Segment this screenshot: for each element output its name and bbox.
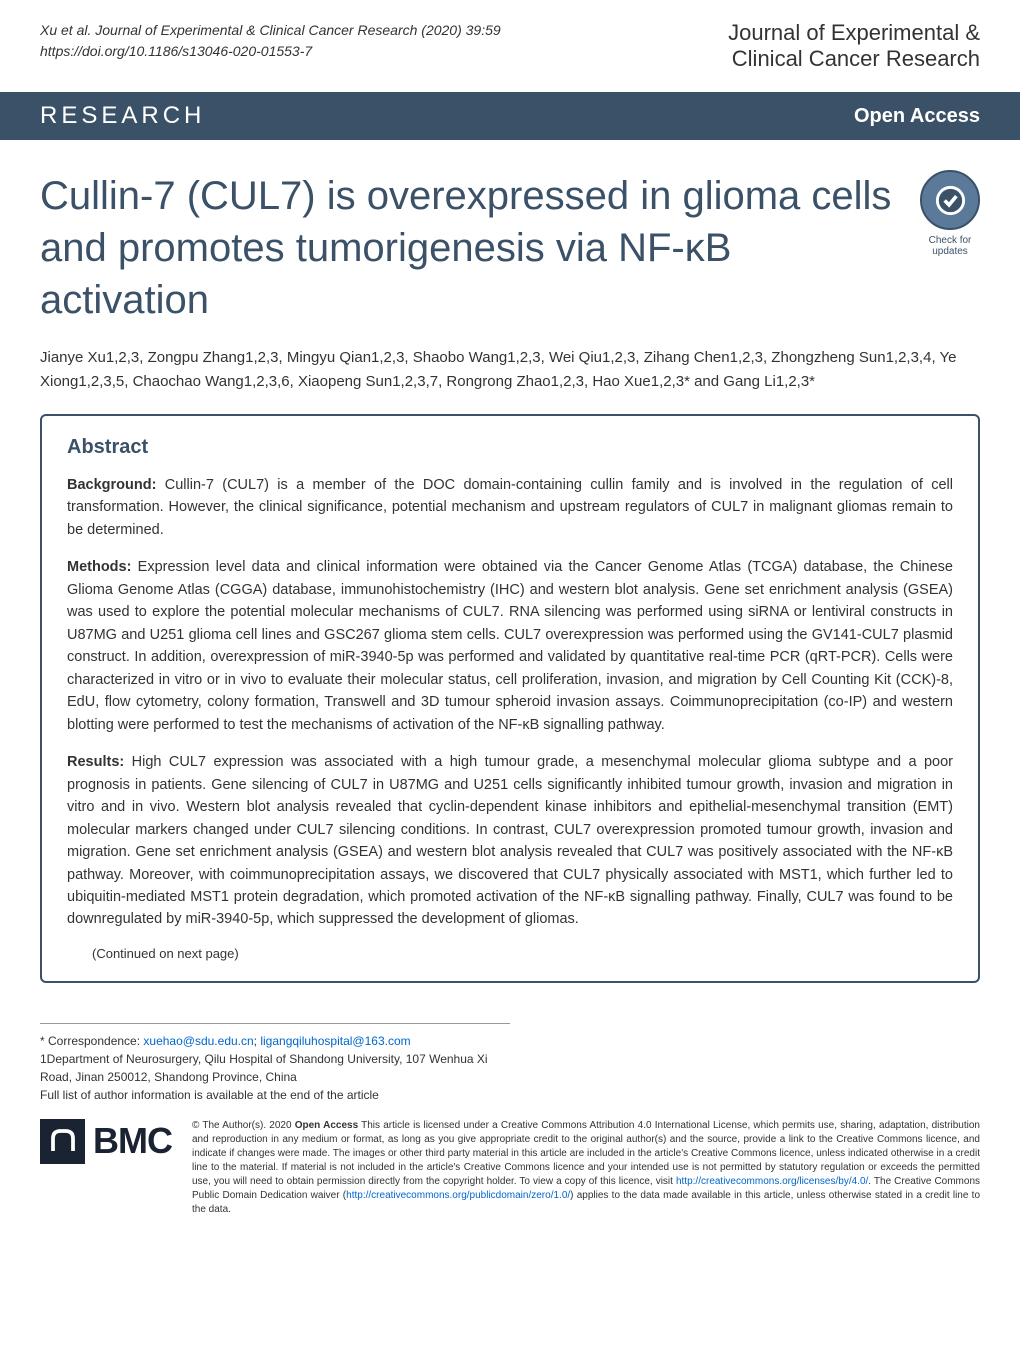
license-part1: © The Author(s). 2020 <box>192 1120 295 1131</box>
header-bar: Xu et al. Journal of Experimental & Clin… <box>0 0 1020 82</box>
results-text: High CUL7 expression was associated with… <box>67 754 953 927</box>
background-text: Cullin-7 (CUL7) is a member of the DOC d… <box>67 477 953 538</box>
license-link2[interactable]: http://creativecommons.org/publicdomain/… <box>346 1190 570 1201</box>
abstract-heading: Abstract <box>67 436 953 459</box>
results-label: Results: <box>67 754 124 770</box>
license-open-access: Open Access <box>295 1120 358 1131</box>
license-row: BMC © The Author(s). 2020 Open Access Th… <box>0 1104 1020 1237</box>
methods-text: Expression level data and clinical infor… <box>67 559 953 732</box>
check-updates-badge[interactable]: Check for updates <box>920 170 980 257</box>
abstract-background: Background: Cullin-7 (CUL7) is a member … <box>67 474 953 541</box>
correspondence-email1[interactable]: xuehao@sdu.edu.cn <box>143 1034 253 1048</box>
research-label: RESEARCH <box>40 102 205 130</box>
abstract-box: Abstract Background: Cullin-7 (CUL7) is … <box>40 414 980 983</box>
check-updates-text1: Check for <box>920 235 980 246</box>
correspondence-email2[interactable]: ligangqiluhospital@163.com <box>260 1034 410 1048</box>
citation-doi: https://doi.org/10.1186/s13046-020-01553… <box>40 41 501 62</box>
citation-line1: Xu et al. Journal of Experimental & Clin… <box>40 20 501 41</box>
continued-text: (Continued on next page) <box>67 946 953 961</box>
open-access-label: Open Access <box>854 105 980 128</box>
background-label: Background: <box>67 477 156 493</box>
abstract-results: Results: High CUL7 expression was associ… <box>67 751 953 931</box>
citation-block: Xu et al. Journal of Experimental & Clin… <box>40 20 501 62</box>
correspondence-fulllist: Full list of author information is avail… <box>40 1086 510 1104</box>
check-updates-text2: updates <box>920 246 980 257</box>
license-link1[interactable]: http://creativecommons.org/licenses/by/4… <box>676 1176 868 1187</box>
correspondence-prefix: * Correspondence: <box>40 1034 143 1048</box>
check-updates-icon <box>920 170 980 230</box>
article-title: Cullin-7 (CUL7) is overexpressed in glio… <box>40 170 900 326</box>
research-bar: RESEARCH Open Access <box>0 92 1020 140</box>
license-text: © The Author(s). 2020 Open Access This a… <box>192 1119 980 1217</box>
journal-name: Journal of Experimental & Clinical Cance… <box>728 20 980 72</box>
authors-list: Jianye Xu1,2,3, Zongpu Zhang1,2,3, Mingy… <box>0 346 1020 414</box>
journal-line2: Clinical Cancer Research <box>728 46 980 72</box>
bmc-square-icon <box>40 1119 85 1164</box>
bmc-logo: BMC <box>40 1119 172 1164</box>
correspondence-block: * Correspondence: xuehao@sdu.edu.cn; lig… <box>40 1023 510 1104</box>
abstract-methods: Methods: Expression level data and clini… <box>67 556 953 736</box>
correspondence-dept: 1Department of Neurosurgery, Qilu Hospit… <box>40 1050 510 1086</box>
title-section: Cullin-7 (CUL7) is overexpressed in glio… <box>0 140 1020 346</box>
footer-section: * Correspondence: xuehao@sdu.edu.cn; lig… <box>0 1003 1020 1104</box>
methods-label: Methods: <box>67 559 131 575</box>
bmc-text: BMC <box>93 1120 172 1162</box>
journal-line1: Journal of Experimental & <box>728 20 980 46</box>
